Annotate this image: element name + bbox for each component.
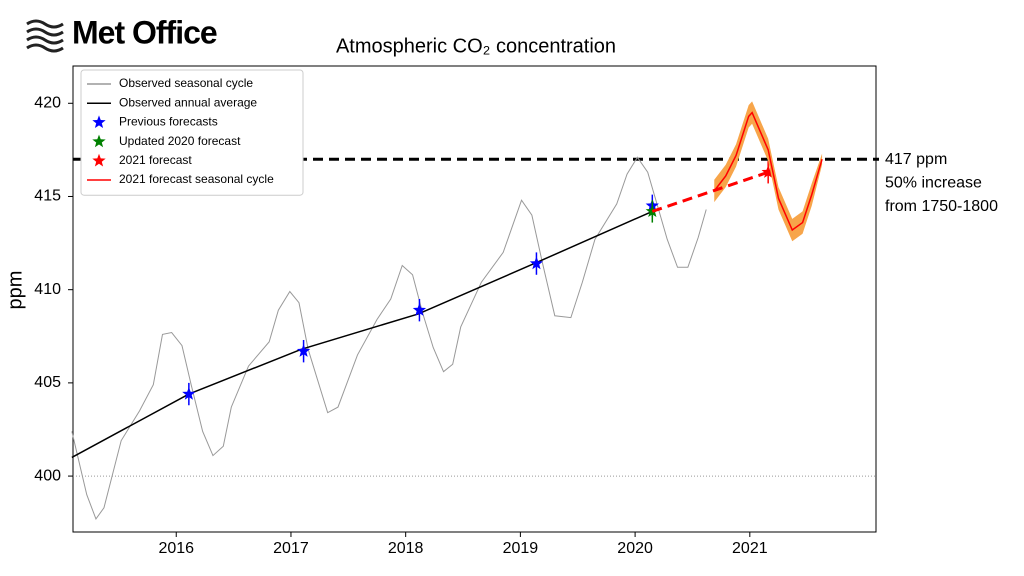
- y-tick-label: 410: [34, 281, 61, 298]
- annotation: 417 ppm: [885, 151, 947, 168]
- y-tick-label: 405: [34, 374, 61, 391]
- x-tick-label: 2020: [617, 540, 653, 557]
- x-tick-label: 2018: [388, 540, 424, 557]
- star-marker: [761, 165, 775, 178]
- x-tick-label: 2017: [273, 540, 309, 557]
- star-marker: [529, 256, 544, 270]
- x-tick-label: 2021: [732, 540, 768, 557]
- legend-box: [80, 69, 304, 196]
- legend-marker: [92, 134, 106, 148]
- star-marker: [182, 387, 196, 400]
- plot-frame: [72, 65, 877, 533]
- legend-label: 2021 forecast: [119, 153, 192, 167]
- legend-marker: [92, 153, 106, 167]
- legend-label: Previous forecasts: [119, 115, 218, 129]
- connector-line: [651, 170, 769, 213]
- star-marker: [296, 344, 311, 357]
- y-axis-label: ppm: [4, 271, 26, 310]
- star-marker: [412, 303, 427, 316]
- legend-marker: [92, 115, 106, 129]
- x-tick-label: 2019: [503, 540, 539, 557]
- uncertainty-band: [714, 101, 823, 242]
- legend-label: Observed annual average: [119, 95, 257, 109]
- series-line: [71, 156, 707, 520]
- annotation: 50% increase: [885, 175, 982, 192]
- annotation: from 1750-1800: [885, 198, 998, 215]
- legend-label: Observed seasonal cycle: [119, 76, 253, 90]
- chart-title: Atmospheric CO₂ concentration: [336, 35, 616, 57]
- series-line: [71, 210, 653, 459]
- series-line: [713, 111, 823, 232]
- logo-mark: [26, 19, 64, 53]
- legend-label: Updated 2020 forecast: [119, 134, 241, 148]
- plot-area: 400 405 410 415 420 2016 2017 2018 2019 2020 2021 4…: [34, 94, 998, 557]
- y-tick-label: 400: [34, 467, 61, 484]
- legend: Observed seasonal cycle Observed annual a…: [80, 69, 304, 196]
- logo-text: Met Office: [72, 14, 217, 50]
- legend-label: 2021 forecast seasonal cycle: [119, 172, 274, 186]
- x-tick-label: 2016: [158, 540, 194, 557]
- y-tick-label: 415: [34, 188, 61, 205]
- logo: Met Office: [26, 14, 218, 53]
- y-tick-label: 420: [34, 94, 61, 111]
